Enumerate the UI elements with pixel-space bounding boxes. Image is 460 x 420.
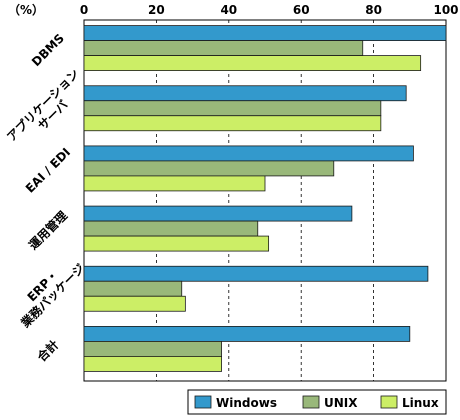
x-tick-label-80: 80 [365, 3, 382, 17]
x-tick-label-40: 40 [220, 3, 237, 17]
bar-windows-1 [83, 85, 407, 102]
category-label-line: 運用管理 [25, 208, 70, 253]
category-label-1: アプリケーションサーバ [4, 66, 92, 154]
category-label-line: 合計 [34, 337, 62, 365]
bar-linux-4 [83, 295, 186, 312]
category-label-line: DBMS [29, 31, 67, 69]
category-label-5: 合計 [34, 337, 62, 365]
unit-label: （%） [8, 2, 44, 17]
legend: Windows UNIX Linux [187, 389, 447, 415]
category-label-2: EAI / EDI [23, 145, 73, 195]
bar-windows-2 [83, 145, 414, 162]
bar-linux-3 [83, 235, 270, 252]
x-tick-label-20: 20 [148, 3, 165, 17]
category-label-line: アプリケーション [4, 66, 82, 144]
legend-swatch-linux [380, 395, 398, 409]
bars-layer [83, 25, 447, 372]
legend-label-windows: Windows [216, 396, 277, 410]
bar-unix-4 [83, 280, 183, 297]
x-tick-label-100: 100 [433, 3, 458, 17]
category-label-0: DBMS [29, 31, 67, 69]
bar-windows-3 [83, 205, 353, 222]
bar-linux-0 [83, 55, 422, 71]
bar-windows-0 [83, 25, 447, 41]
bar-linux-2 [83, 175, 266, 192]
bar-unix-2 [83, 160, 335, 177]
legend-label-linux: Linux [402, 396, 439, 410]
bar-unix-1 [83, 100, 382, 117]
bar-unix-5 [83, 341, 222, 357]
legend-swatch-unix [302, 395, 320, 409]
grid-layer [83, 19, 447, 382]
bar-windows-4 [83, 265, 429, 282]
plot-frame [83, 19, 447, 382]
bar-windows-5 [83, 326, 411, 342]
legend-label-unix: UNIX [324, 396, 358, 410]
bar-unix-0 [83, 40, 364, 56]
legend-swatch-windows [194, 395, 212, 409]
bar-linux-1 [83, 115, 382, 132]
x-tick-label-60: 60 [293, 3, 310, 17]
x-tick-label-0: 0 [80, 3, 88, 17]
category-label-3: 運用管理 [25, 208, 70, 253]
category-label-line: EAI / EDI [23, 145, 73, 195]
category-label-4: ERP・業務パッケージ [8, 251, 88, 331]
bar-unix-3 [83, 220, 259, 237]
bar-linux-5 [83, 356, 222, 372]
